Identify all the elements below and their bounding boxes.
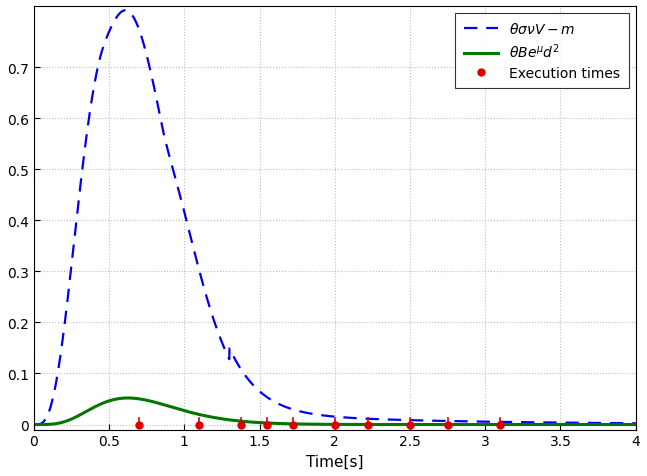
$\theta\sigma\nu V-m$ (122, 9, 129, 14)
Execution times (496, 422, 504, 427)
$\theta Be^{\mu}d^2$ (632, 422, 640, 427)
Execution times (331, 422, 338, 427)
Execution times (237, 422, 245, 427)
Execution times (289, 422, 296, 427)
Line: $\theta Be^{\mu}d^2$: $\theta Be^{\mu}d^2$ (34, 398, 636, 425)
$\theta\sigma\nu V-m$ (584, 420, 591, 426)
$\theta Be^{\mu}d^2$ (613, 422, 621, 427)
$\theta\sigma\nu V-m$ (283, 405, 291, 410)
$\theta Be^{\mu}d^2$ (584, 422, 591, 427)
X-axis label: Time[s]: Time[s] (306, 454, 364, 469)
$\theta\sigma\nu V-m$ (613, 420, 621, 426)
Execution times (263, 422, 271, 427)
Execution times (406, 422, 414, 427)
$\theta Be^{\mu}d^2$ (30, 422, 38, 427)
Line: Execution times: Execution times (136, 421, 504, 428)
Line: $\theta\sigma\nu V-m$: $\theta\sigma\nu V-m$ (34, 11, 636, 425)
$\theta\sigma\nu V-m$ (467, 419, 475, 425)
$\theta\sigma\nu V-m$ (316, 412, 324, 418)
Legend: $\theta\sigma\nu V-m$, $\theta Be^{\mu}d^2$, Execution times: $\theta\sigma\nu V-m$, $\theta Be^{\mu}d… (455, 14, 629, 89)
$\theta\sigma\nu V-m$ (632, 420, 640, 426)
Execution times (444, 422, 452, 427)
Execution times (364, 422, 372, 427)
$\theta Be^{\mu}d^2$ (467, 422, 475, 427)
$\theta Be^{\mu}d^2$ (283, 421, 291, 426)
$\theta\sigma\nu V-m$ (30, 422, 38, 427)
$\theta\sigma\nu V-m$ (288, 407, 296, 412)
$\theta Be^{\mu}d^2$ (316, 422, 324, 427)
Execution times (195, 422, 203, 427)
$\theta Be^{\mu}d^2$ (124, 395, 132, 401)
$\theta Be^{\mu}d^2$ (288, 421, 296, 427)
Execution times (135, 422, 143, 427)
